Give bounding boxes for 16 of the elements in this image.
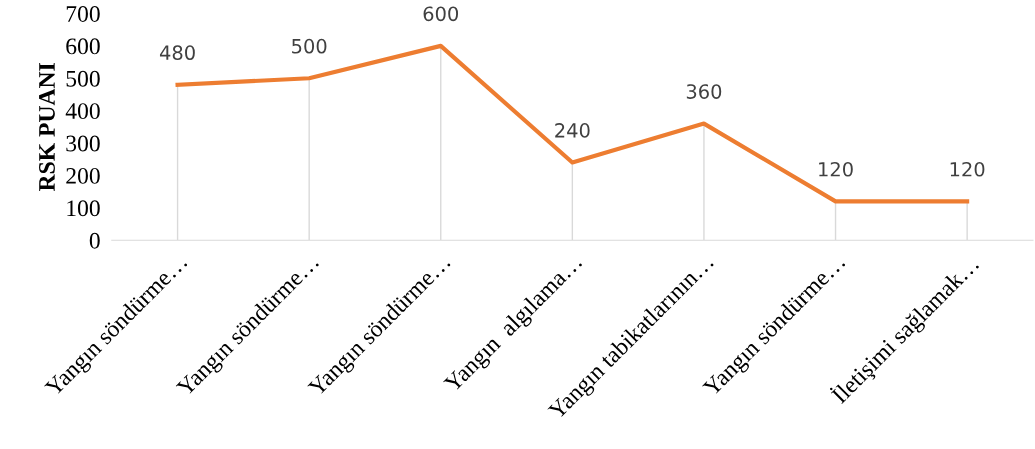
y-tick-label: 100 bbox=[67, 200, 100, 217]
data-label: 600 bbox=[423, 6, 459, 22]
y-tick-label: 300 bbox=[66, 135, 100, 152]
y-tick-label: 200 bbox=[66, 167, 100, 184]
data-label: 120 bbox=[950, 161, 985, 177]
y-tick-label: 0 bbox=[89, 232, 100, 249]
data-label: 240 bbox=[555, 123, 590, 138]
data-label: 480 bbox=[159, 45, 195, 61]
data-label: 500 bbox=[292, 38, 327, 54]
y-tick-label: 700 bbox=[66, 5, 100, 22]
data-label: 360 bbox=[686, 84, 722, 99]
y-tick-label: 600 bbox=[66, 38, 100, 55]
y-tick-label: 400 bbox=[65, 103, 100, 120]
y-tick-label: 500 bbox=[66, 70, 100, 87]
data-label: 120 bbox=[819, 161, 853, 177]
y-axis-title: RSK PUANI bbox=[39, 63, 55, 192]
